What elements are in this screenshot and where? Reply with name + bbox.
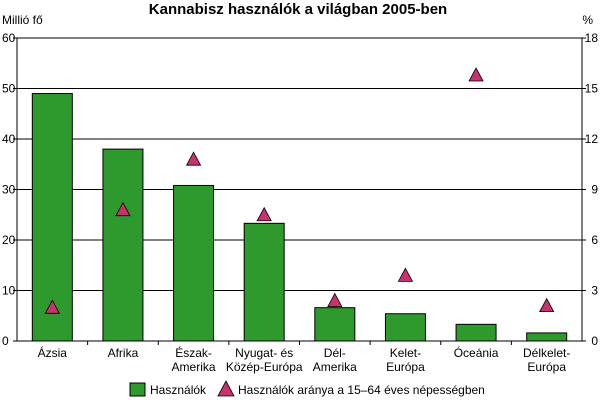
bar <box>102 148 144 342</box>
x-tick-label-line: Amerika <box>313 360 357 374</box>
y-right-tick-label: 3 <box>591 284 598 298</box>
bar <box>173 184 215 342</box>
x-tick-label-line: Észak- <box>175 345 212 360</box>
x-tick-label-line: Dél- <box>324 346 346 360</box>
x-tick-label: Nyugat- és Közép-Európa <box>226 346 303 374</box>
y-left-tick-label: 60 <box>2 31 16 45</box>
y-left-axis-label: Millió fő <box>2 13 43 27</box>
axes <box>16 37 583 345</box>
y-left-tick-label: 20 <box>2 233 16 247</box>
x-tick-label-line: Óceánia <box>454 345 499 360</box>
x-tick-label-line: Nyugat- és <box>235 346 293 360</box>
x-tick-label-line: Afrika <box>108 346 139 360</box>
y-left-tick-label: 50 <box>2 82 16 96</box>
y-left-tick-label: 0 <box>2 334 9 348</box>
grid-lines <box>17 88 582 291</box>
triangle-marker <box>539 297 555 313</box>
y-right-axis-label: % <box>582 13 593 27</box>
y-right-tick-label: 0 <box>591 334 598 348</box>
bar <box>314 307 356 342</box>
triangle-marker <box>185 151 202 166</box>
y-right-tick-label: 18 <box>585 31 599 45</box>
y-right-tick-label: 12 <box>585 132 599 146</box>
y-left-tick-label: 40 <box>2 132 16 146</box>
x-tick-label: Afrika <box>108 346 139 360</box>
bar <box>384 313 426 342</box>
x-tick-label-line: Amerika <box>172 360 216 374</box>
y-left-ticks: 0 10 20 30 40 50 60 <box>2 31 17 348</box>
x-tick-label-line: Közép-Európa <box>226 360 303 374</box>
legend: Használók Használók aránya a 15–64 éves … <box>129 380 485 397</box>
x-tick-label-line: Európa <box>527 360 566 374</box>
legend-bar-swatch <box>129 382 146 397</box>
triangle-marker <box>115 201 131 217</box>
x-tick-label-line: Délkelet- <box>523 346 570 360</box>
y-left-tick-label: 10 <box>2 284 16 298</box>
marker-series <box>44 67 555 314</box>
x-tick-label: Dél-Amerika <box>313 346 357 374</box>
triangle-marker <box>256 206 272 222</box>
y-right-tick-label: 9 <box>591 183 598 197</box>
x-tick-label-line: Ázsia <box>38 345 68 360</box>
x-tick-label-line: Kelet- <box>390 346 421 360</box>
chart-title: Kannabisz használók a világban 2005-ben <box>149 1 447 18</box>
triangle-marker <box>44 299 60 314</box>
x-tick-label: Óceánia <box>454 345 499 360</box>
triangle-marker <box>327 292 343 308</box>
y-right-ticks: 0 3 6 9 12 15 18 <box>582 31 598 348</box>
legend-triangle-swatch <box>217 380 235 397</box>
bar-series <box>31 93 568 342</box>
x-tick-label: Kelet-Európa <box>386 346 425 374</box>
y-left-tick-label: 30 <box>2 183 16 197</box>
y-right-tick-label: 6 <box>591 233 598 247</box>
bar <box>526 332 568 342</box>
triangle-marker <box>397 267 414 282</box>
bar <box>455 323 497 342</box>
legend-bar-label: Használók <box>150 383 207 397</box>
legend-marker-label: Használók aránya a 15–64 éves népességbe… <box>238 383 485 397</box>
bar <box>243 222 285 342</box>
x-tick-label: Délkelet-Európa <box>523 346 570 374</box>
x-tick-label-line: Európa <box>386 360 425 374</box>
x-tick-label: Észak-Amerika <box>172 345 216 374</box>
x-tick-label: Ázsia <box>38 345 68 360</box>
triangle-marker <box>468 67 484 82</box>
y-right-tick-label: 15 <box>585 82 599 96</box>
